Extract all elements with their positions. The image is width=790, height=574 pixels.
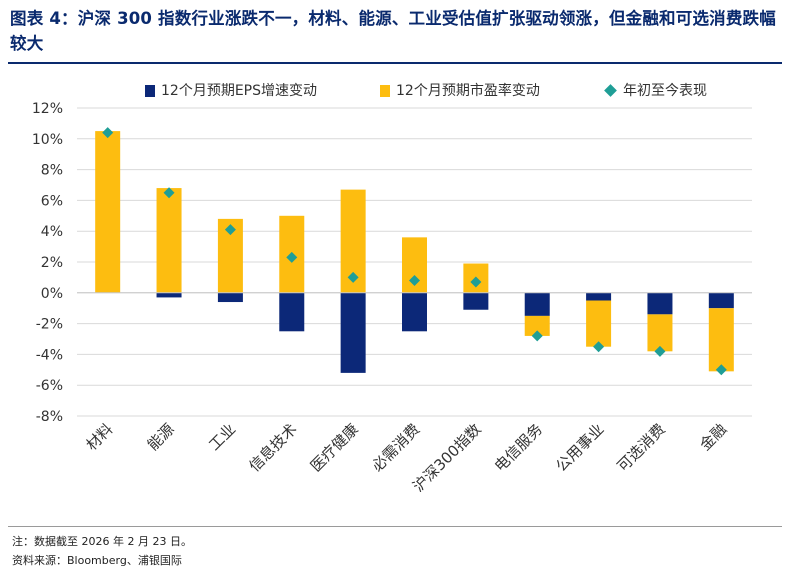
x-tick-label: 金融 xyxy=(696,420,730,454)
legend-swatch-pe xyxy=(380,85,390,97)
x-tick-label: 医疗健康 xyxy=(307,420,362,475)
bar-eps xyxy=(647,292,673,315)
y-tick-label: 6% xyxy=(41,193,63,209)
x-tick-label: 可选消费 xyxy=(614,420,669,475)
bar-eps xyxy=(463,292,489,310)
marker-ytd xyxy=(470,276,482,288)
figure-title: 图表 4：沪深 300 指数行业涨跌不一，材料、能源、工业受估值扩张驱动领涨，但… xyxy=(10,9,776,53)
x-tick-label: 公用事业 xyxy=(552,420,607,475)
source-note: 资料来源：Bloomberg、浦银国际 xyxy=(12,554,182,567)
stacked-bar-chart: -8% -6% -4% -2% 0% 2% 4% 6% 8% 10% 12% 材料 能源 工业 信息技术 医疗… xyxy=(32,101,752,496)
title-divider xyxy=(8,62,782,64)
legend-item-eps: 12个月预期EPS增速变动 xyxy=(145,80,317,100)
bar-pe xyxy=(156,188,182,293)
x-tick-label: 工业 xyxy=(205,420,239,454)
legend-label-eps: 12个月预期EPS增速变动 xyxy=(161,83,317,99)
x-tick-label: 信息技术 xyxy=(245,420,300,475)
y-tick-label: 2% xyxy=(41,255,63,271)
marker-ytd xyxy=(102,127,114,139)
marker-ytd xyxy=(224,224,236,236)
footer-divider xyxy=(8,526,782,527)
marker-ytd xyxy=(347,271,359,283)
bar-eps xyxy=(708,292,734,309)
x-tick-label: 电信服务 xyxy=(491,420,546,475)
chart-legend: 12个月预期EPS增速变动 12个月预期市盈率变动 年初至今表现 xyxy=(0,78,790,100)
marker-ytd xyxy=(715,364,727,376)
bar-pe xyxy=(95,131,121,293)
legend-label-ytd: 年初至今表现 xyxy=(623,83,707,99)
y-tick-label: 0% xyxy=(41,286,63,302)
y-tick-label: 8% xyxy=(41,163,63,179)
x-tick-label: 能源 xyxy=(144,420,178,454)
marker-ytd xyxy=(654,345,666,357)
bar-eps xyxy=(279,292,305,332)
bar-eps xyxy=(340,292,366,373)
y-tick-label: -8% xyxy=(36,409,63,425)
y-tick-label: 4% xyxy=(41,224,63,240)
footnote: 注：数据截至 2026 年 2 月 23 日。 xyxy=(12,535,192,548)
marker-ytd xyxy=(531,330,543,342)
x-tick-label: 必需消费 xyxy=(368,420,423,475)
bar-eps xyxy=(217,292,243,303)
marker-ytd xyxy=(593,341,605,353)
y-tick-label: 12% xyxy=(32,101,63,117)
bar-eps xyxy=(586,292,612,301)
bar-pe xyxy=(647,314,673,352)
legend-item-pe: 12个月预期市盈率变动 xyxy=(380,80,540,100)
y-tick-label: -2% xyxy=(36,317,63,333)
marker-ytd xyxy=(409,274,420,286)
bar-pe xyxy=(524,315,550,336)
y-tick-label: -4% xyxy=(36,347,63,363)
y-tick-label: -6% xyxy=(36,378,63,394)
bar-pe xyxy=(586,300,612,347)
bar-pe xyxy=(708,308,734,372)
legend-label-pe: 12个月预期市盈率变动 xyxy=(396,83,540,99)
legend-swatch-eps xyxy=(145,85,155,97)
legend-item-ytd: 年初至今表现 xyxy=(604,80,707,100)
bar-eps xyxy=(524,292,550,316)
marker-ytd xyxy=(286,251,298,263)
x-tick-label: 材料 xyxy=(83,420,117,454)
bar-eps xyxy=(402,292,427,332)
bar-eps xyxy=(156,292,182,298)
marker-ytd xyxy=(163,187,175,199)
y-tick-label: 10% xyxy=(32,132,63,148)
